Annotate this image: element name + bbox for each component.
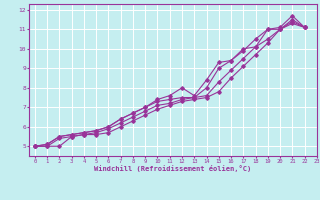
X-axis label: Windchill (Refroidissement éolien,°C): Windchill (Refroidissement éolien,°C) [94, 165, 252, 172]
